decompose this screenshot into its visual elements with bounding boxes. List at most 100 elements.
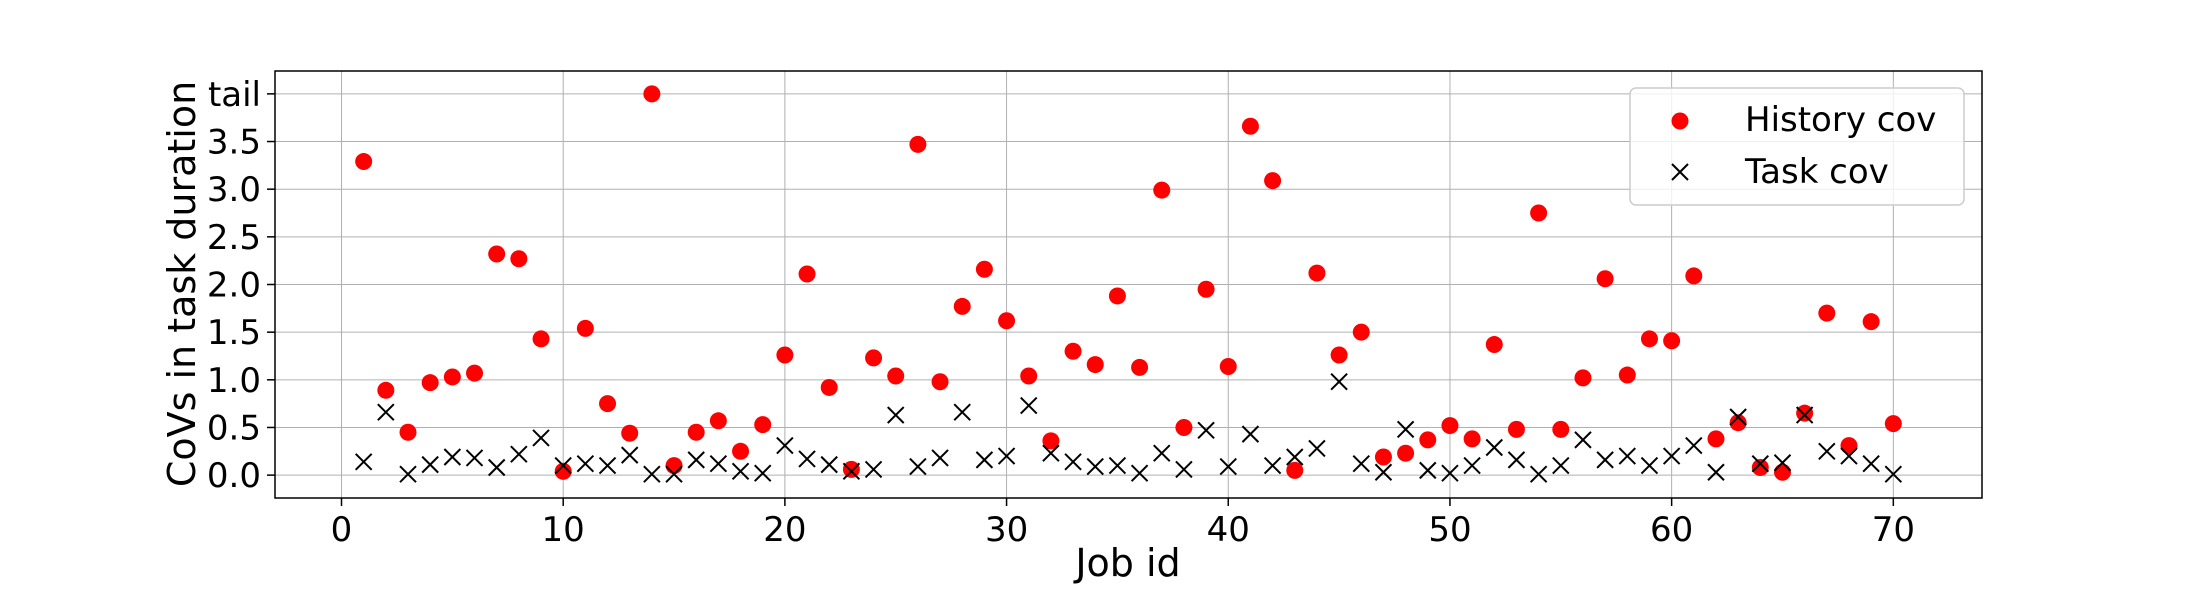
history-cov-point	[355, 153, 373, 171]
history-cov-point	[754, 416, 772, 434]
history-cov-point	[1397, 444, 1415, 462]
history-cov-point	[953, 297, 971, 315]
task-cov-point	[1130, 464, 1149, 482]
task-cov-point	[1884, 465, 1903, 483]
history-cov-point	[1530, 204, 1548, 222]
task-cov-point	[1840, 447, 1858, 465]
history-cov-point	[1441, 417, 1459, 435]
task-cov-point	[731, 462, 750, 481]
task-cov-point	[820, 455, 838, 474]
history-cov-point	[1219, 357, 1237, 375]
y-tick-label: 2.0	[207, 266, 261, 306]
history-cov-point	[1352, 323, 1370, 341]
history-cov-point	[1663, 332, 1681, 350]
task-cov-point	[1441, 464, 1459, 482]
history-cov-point	[1574, 369, 1592, 387]
history-cov-point	[1330, 346, 1348, 364]
task-cov-point	[1618, 447, 1637, 465]
history-cov-point	[1884, 415, 1902, 433]
history-cov-point	[1596, 270, 1614, 288]
y-tick-label: 1.5	[207, 313, 261, 353]
history-cov-point	[1419, 431, 1437, 449]
task-cov-point	[776, 436, 794, 455]
y-tick-label: 2.5	[207, 218, 261, 258]
history-cov-point	[865, 349, 883, 367]
history-cov-point	[1507, 420, 1525, 438]
task-cov-point	[1485, 438, 1503, 457]
y-tick-label: 3.0	[207, 170, 261, 210]
history-cov-point	[599, 395, 617, 413]
history-cov-point	[1197, 280, 1215, 298]
task-cov-point	[1020, 396, 1038, 415]
task-cov-point	[532, 429, 550, 447]
x-tick-label: 50	[1428, 510, 1471, 550]
history-cov-point	[1131, 358, 1149, 376]
task-cov-point	[1286, 448, 1304, 466]
task-cov-point	[931, 449, 949, 467]
legend-label-history-cov: History cov	[1745, 100, 1936, 140]
history-cov-point	[1618, 366, 1636, 384]
x-tick-label: 40	[1207, 510, 1250, 550]
task-cov-point	[465, 449, 484, 467]
history-cov-point	[621, 424, 639, 442]
grid-lines	[275, 71, 1982, 498]
task-cov-point	[1463, 456, 1481, 475]
history-cov-point	[1818, 304, 1836, 322]
history-cov-point	[1042, 432, 1060, 450]
x-tick-label: 0	[331, 510, 353, 550]
task-cov-point	[576, 454, 595, 473]
history-cov-point	[399, 423, 417, 441]
task-cov-point	[1108, 456, 1127, 475]
task-cov-point	[1197, 421, 1215, 440]
x-tick-label: 10	[542, 510, 585, 550]
axis-ticks: 0 10 20 30 40 50 60 70 0.0 0.5 1.0 1.5 2.0 2.5 3.0 3.5 t…	[207, 75, 1915, 550]
history-cov-point	[732, 442, 750, 460]
task-cov-point	[687, 451, 705, 469]
task-cov-point	[975, 451, 994, 469]
task-cov-point	[1308, 439, 1326, 458]
history-cov-point	[1153, 181, 1171, 199]
x-tick-label: 70	[1872, 510, 1915, 550]
history-cov-point	[1020, 367, 1038, 385]
task-cov-point	[1042, 444, 1060, 462]
task-cov-point	[754, 464, 772, 482]
task-cov-point	[399, 465, 417, 483]
task-cov-point	[1707, 463, 1725, 481]
task-cov-point	[1064, 453, 1082, 471]
task-cov-point	[1352, 454, 1370, 473]
task-cov-point	[1153, 444, 1171, 462]
task-cov-point	[1685, 436, 1703, 455]
task-cov-point	[421, 455, 439, 474]
history-cov-point	[1862, 313, 1880, 331]
history-cov-point	[709, 412, 727, 430]
history-cov-point	[1796, 404, 1814, 422]
history-cov-point	[665, 457, 683, 475]
history-cov-point	[1640, 330, 1658, 348]
task-cov-point	[1751, 454, 1770, 473]
history-cov-point	[887, 367, 905, 385]
history-cov-point	[1751, 459, 1769, 476]
history-cov-point	[1840, 437, 1858, 455]
history-cov-point	[1086, 356, 1104, 374]
legend-marker-history-cov	[1671, 112, 1689, 130]
task-cov-point	[1862, 454, 1880, 473]
task-cov-point	[909, 457, 927, 476]
task-cov-point	[510, 445, 528, 463]
history-cov-point	[909, 135, 927, 153]
task-cov-point	[554, 456, 572, 475]
task-cov-point	[1241, 425, 1260, 443]
legend-label-task-cov: Task cov	[1744, 152, 1889, 192]
task-cov-point	[487, 458, 506, 477]
y-tick-label: 0.0	[207, 456, 261, 496]
task-cov-point	[1396, 420, 1415, 439]
legend-frame	[1629, 87, 1965, 206]
history-cov-point	[532, 330, 550, 348]
x-tick-label: 30	[985, 510, 1028, 550]
task-cov-point	[665, 465, 683, 483]
task-cov-point	[1640, 456, 1659, 475]
history-cov-point	[798, 265, 816, 283]
task-cov-point	[997, 447, 1016, 465]
history-cov-point	[1552, 420, 1570, 438]
history-cov-point	[1064, 342, 1082, 360]
